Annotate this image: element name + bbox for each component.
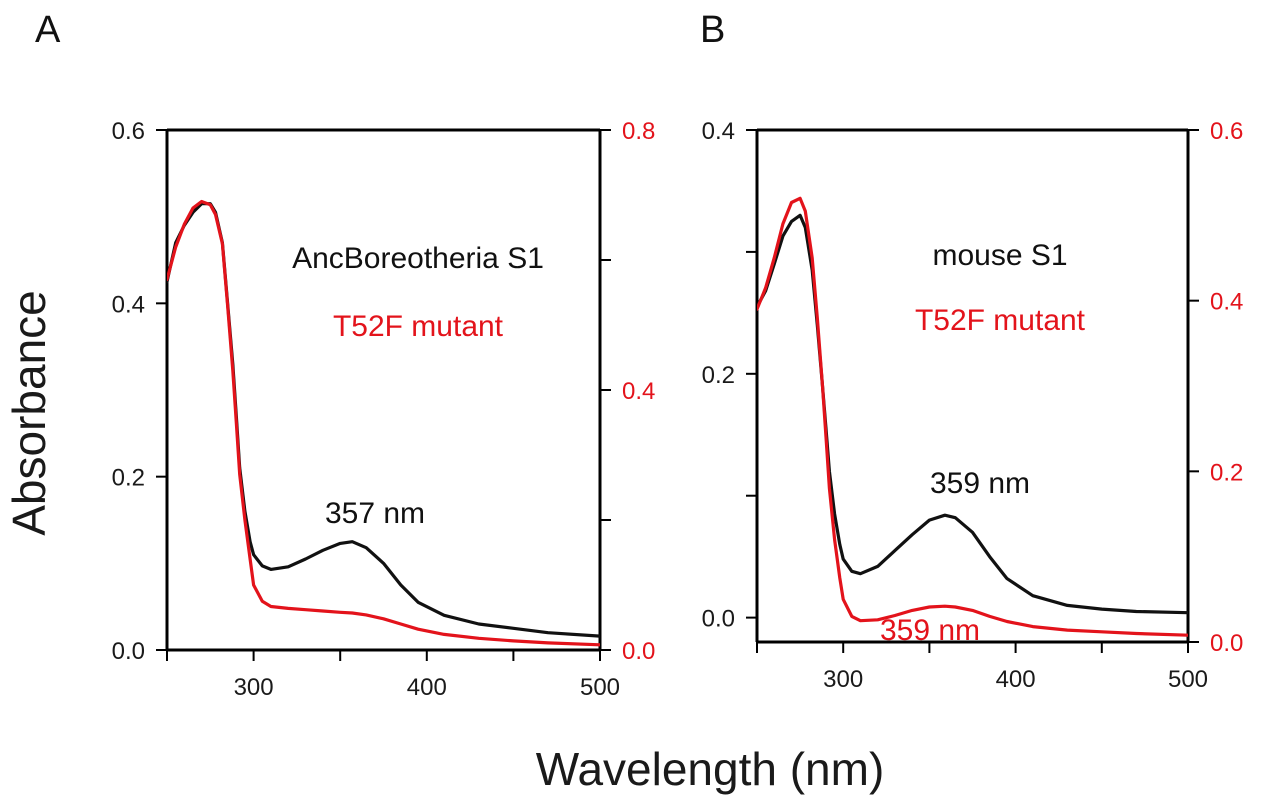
x-tick-label: 500 <box>1168 666 1208 693</box>
chart-annotation: mouse S1 <box>932 239 1067 272</box>
x-axis-title: Wavelength (nm) <box>536 743 885 795</box>
chart-annotation: T52F mutant <box>915 304 1086 337</box>
chart-annotation: T52F mutant <box>333 310 504 343</box>
right-y-tick-label: 0.0 <box>1210 630 1243 657</box>
x-tick-label: 400 <box>996 666 1036 693</box>
chart-annotation: AncBoreotheria S1 <box>292 242 544 275</box>
left-y-tick-label: 0.0 <box>702 606 735 633</box>
red-series-line <box>757 196 1188 637</box>
x-tick-label: 300 <box>234 674 274 701</box>
right-y-tick-label: 0.4 <box>622 378 655 405</box>
x-tick-label: 300 <box>823 666 863 693</box>
chart-annotation: 359 nm <box>930 467 1030 500</box>
left-y-tick-label: 0.4 <box>112 291 145 318</box>
right-y-tick-label: 0.6 <box>1210 118 1243 145</box>
x-tick-label: 400 <box>407 674 447 701</box>
left-y-tick-label: 0.2 <box>112 465 145 492</box>
panel-label: B <box>700 9 725 51</box>
black-series-line <box>757 213 1188 615</box>
left-y-tick-label: 0.4 <box>702 118 735 145</box>
red-series-line <box>167 199 600 647</box>
left-y-tick-label: 0.2 <box>702 362 735 389</box>
panel-label: A <box>35 9 61 51</box>
right-y-tick-label: 0.8 <box>622 118 655 145</box>
left-y-tick-label: 0.0 <box>112 638 145 665</box>
left-y-tick-label: 0.6 <box>112 118 145 145</box>
chart-annotation: 359 nm <box>880 614 980 647</box>
right-y-tick-label: 0.2 <box>1210 459 1243 486</box>
x-tick-label: 500 <box>580 674 620 701</box>
right-y-tick-label: 0.4 <box>1210 289 1243 316</box>
right-y-tick-label: 0.0 <box>622 638 655 665</box>
y-axis-title: Absorbance <box>3 290 55 536</box>
chart-annotation: 357 nm <box>325 497 425 530</box>
